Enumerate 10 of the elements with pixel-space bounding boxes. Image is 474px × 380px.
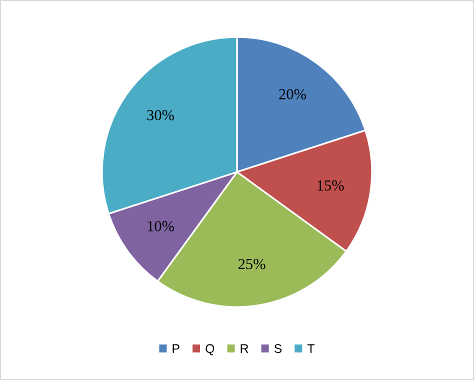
legend-label: R [240, 344, 248, 353]
data-label: 30% [147, 110, 174, 120]
legend-label: P [172, 344, 180, 353]
data-label: 10% [148, 221, 174, 232]
legend-label: T [307, 344, 314, 353]
data-label: 25% [238, 258, 266, 270]
data-label: 20% [279, 89, 306, 100]
data-label: 15% [318, 180, 344, 191]
legend-label: Q [206, 344, 214, 356]
legend-label: S [274, 344, 282, 353]
